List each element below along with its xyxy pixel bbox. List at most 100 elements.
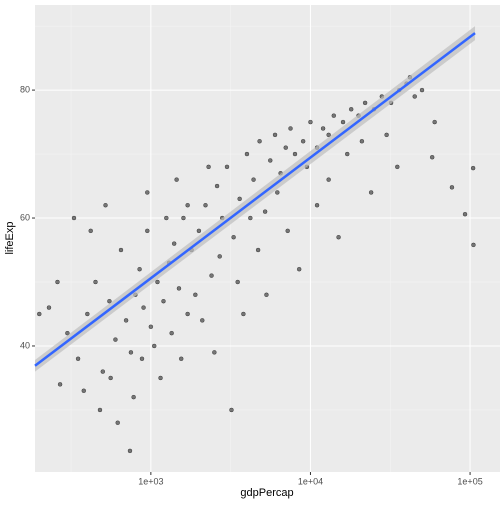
point [348,107,354,112]
point [181,215,186,221]
point [320,126,326,131]
point [331,113,337,118]
point [123,318,129,323]
point [214,183,220,189]
point [161,298,166,304]
point [412,94,417,99]
point [209,273,214,278]
point [212,350,217,355]
point [196,228,202,234]
point [57,382,63,387]
point [155,279,160,285]
point [285,228,290,234]
point [235,279,240,285]
point [344,151,350,157]
point [148,324,154,330]
point [229,407,234,413]
point [432,119,437,125]
point [151,343,157,349]
point [115,420,120,425]
point [359,139,365,144]
point [449,185,455,190]
point [288,126,293,131]
point [203,202,208,208]
point [462,211,468,217]
point [88,228,93,234]
point [262,209,268,214]
y-tick-label: 80 [20,84,30,94]
point [296,266,302,272]
panel [35,5,500,472]
y-tick-label: 60 [20,212,30,222]
point [193,292,198,298]
point [107,298,112,304]
point [145,190,150,195]
point [85,311,90,317]
point [470,165,476,171]
point [93,279,98,285]
point [55,279,60,285]
point [471,242,476,248]
x-axis-label: gdpPercap [240,487,293,499]
x-tick-label: 1e+05 [457,476,482,486]
point [419,87,425,93]
point [178,356,184,362]
point [128,350,134,355]
point [362,100,368,106]
point [185,202,190,208]
point [174,177,179,182]
point [141,305,146,310]
point [251,177,256,182]
point [336,234,341,240]
x-tick-label: 1e+03 [138,476,163,486]
point [139,356,145,362]
point [300,139,306,144]
point [65,330,70,336]
point [326,132,331,138]
point [37,311,42,317]
point [264,292,269,298]
point [200,318,205,323]
point [81,388,87,394]
point [283,145,288,150]
point [145,228,150,234]
point [158,375,163,381]
point [368,190,374,195]
point [224,164,230,170]
point [255,247,261,253]
point [137,266,142,272]
point [429,155,435,160]
point [237,196,242,202]
point [206,164,211,170]
point [75,356,81,362]
point [384,132,389,138]
point [185,311,190,317]
point [108,375,113,381]
point [292,151,298,157]
y-tick-label: 40 [20,340,30,350]
point [268,158,273,163]
point [164,215,169,221]
point [97,407,103,413]
point [100,369,106,374]
point [71,215,77,221]
fit-line [34,32,476,367]
point [395,164,400,170]
point [176,286,182,291]
point [314,202,320,208]
point [113,337,118,342]
point [171,241,177,246]
point [248,215,253,221]
point [326,177,331,182]
point [46,305,52,310]
point [244,151,250,157]
point [118,247,124,253]
point [340,119,346,125]
point [103,202,108,208]
y-axis-label: lifeExp [4,221,16,254]
point [241,311,246,317]
point [257,139,262,144]
point [131,394,136,400]
point [275,190,280,195]
